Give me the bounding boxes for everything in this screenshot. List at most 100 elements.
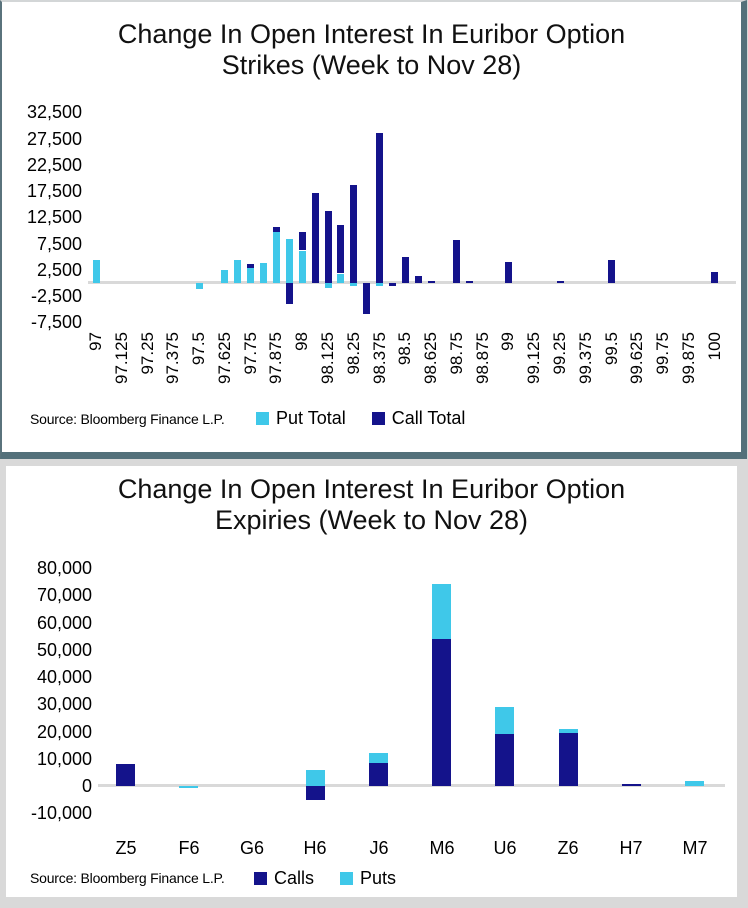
strikes-chart-title: Change In Open Interest In Euribor Optio… — [2, 19, 741, 81]
x-tick-label: 99.375 — [576, 332, 595, 384]
legend-item-put-total: Put Total — [256, 408, 346, 429]
x-tick-label: 97.125 — [112, 332, 131, 384]
expiries-chart-title: Change In Open Interest In Euribor Optio… — [6, 474, 737, 536]
strikes-source-text: Source: Bloomberg Finance L.P. — [30, 411, 225, 427]
x-tick-label: G6 — [239, 838, 264, 858]
bar-call-98.75 — [453, 239, 460, 283]
puts-swatch-icon — [340, 872, 354, 885]
y-tick-label: 2,500 — [36, 260, 82, 280]
bar-put-97.8125 — [260, 263, 267, 283]
bar-call-97.9375 — [286, 283, 293, 304]
y-tick-label: 60,000 — [36, 613, 92, 633]
x-tick-label: 99 — [498, 332, 517, 351]
bar-calls-H6 — [306, 786, 325, 800]
expiries-title-line2: Expiries (Week to Nov 28) — [214, 505, 529, 535]
y-tick-label: 17,500 — [26, 181, 82, 201]
y-tick-label: 70,000 — [36, 585, 92, 605]
y-tick-label: 10,000 — [36, 749, 92, 769]
x-tick-label: 97.875 — [266, 332, 285, 384]
bar-put-98.375 — [376, 283, 383, 286]
y-tick-label: 12,500 — [26, 207, 82, 227]
legend-item-calls: Calls — [254, 868, 314, 889]
bar-put-97.5 — [196, 283, 203, 289]
x-tick-label: 98 — [292, 332, 311, 351]
bar-put-97.75 — [247, 267, 254, 283]
x-tick-label: 98.25 — [344, 332, 363, 375]
bar-puts-M6 — [432, 584, 451, 639]
strikes-title-line1: Change In Open Interest In Euribor Optio… — [117, 19, 626, 49]
y-tick-label: -2,500 — [30, 286, 82, 306]
put-total-swatch-icon — [256, 412, 269, 425]
bar-put-97.9375 — [286, 239, 293, 283]
bar-puts-H6 — [306, 769, 325, 786]
x-tick-label: 97.375 — [163, 332, 182, 384]
bar-call-98.8125 — [466, 281, 473, 283]
x-tick-label: J6 — [369, 838, 389, 858]
bar-puts-F6 — [179, 786, 198, 789]
x-tick-label: 99.625 — [627, 332, 646, 384]
bar-put-97 — [93, 259, 100, 283]
calls-swatch-icon — [254, 872, 267, 885]
bar-puts-M7 — [685, 780, 704, 786]
bar-call-99.5 — [608, 260, 615, 283]
bar-call-100 — [711, 272, 718, 283]
x-axis-zero-line — [98, 784, 725, 787]
x-tick-label: 99.25 — [550, 332, 569, 375]
x-tick-label: 98.125 — [318, 332, 337, 384]
strikes-title-line2: Strikes (Week to Nov 28) — [221, 50, 522, 80]
bar-put-98.125 — [325, 283, 332, 289]
legend-item-puts: Puts — [340, 868, 396, 889]
bar-call-98.125 — [325, 210, 332, 283]
bar-put-97.6875 — [234, 259, 241, 283]
bar-put-98 — [299, 250, 306, 283]
bar-call-98.375 — [376, 132, 383, 283]
y-tick-label: 50,000 — [36, 640, 92, 660]
y-tick-label: 40,000 — [36, 667, 92, 687]
x-tick-label: 100 — [705, 332, 724, 361]
x-tick-label: Z6 — [557, 838, 579, 858]
y-tick-label: 30,000 — [36, 694, 92, 714]
bar-put-98.1875 — [337, 273, 344, 283]
strikes-chart-panel: Change In Open Interest In Euribor Optio… — [0, 0, 747, 459]
bar-puts-Z6 — [559, 728, 578, 733]
y-tick-label: 0 — [81, 776, 92, 796]
put-total-label: Put Total — [276, 408, 346, 428]
x-tick-label: 97 — [86, 332, 105, 351]
x-tick-label: 97.5 — [189, 332, 208, 366]
bar-calls-Z6 — [559, 732, 578, 786]
y-tick-label: 32,500 — [26, 102, 82, 122]
x-tick-label: M7 — [682, 838, 708, 858]
x-tick-label: 97.625 — [215, 332, 234, 384]
x-tick-label: H7 — [619, 838, 643, 858]
x-tick-label: 98.625 — [421, 332, 440, 384]
y-tick-label: 27,500 — [26, 129, 82, 149]
x-tick-label: 99.125 — [524, 332, 543, 384]
bar-call-98.3125 — [363, 283, 370, 314]
bar-put-97.625 — [221, 269, 228, 283]
bar-calls-H7 — [622, 784, 641, 786]
expiries-legend: Calls Puts — [254, 868, 396, 889]
bar-calls-J6 — [369, 762, 388, 786]
bar-call-99.25 — [557, 281, 564, 283]
bar-call-98.5625 — [415, 276, 422, 283]
x-tick-label: 99.75 — [653, 332, 672, 375]
bar-call-98.625 — [428, 281, 435, 283]
expiries-title-line1: Change In Open Interest In Euribor Optio… — [117, 474, 626, 504]
x-axis-zero-line — [88, 281, 736, 284]
bar-puts-J6 — [369, 753, 388, 763]
y-tick-label: 80,000 — [36, 558, 92, 578]
legend-item-call-total: Call Total — [371, 408, 465, 429]
bar-calls-M6 — [432, 638, 451, 786]
bar-put-98.25 — [350, 283, 357, 287]
bar-call-98.25 — [350, 184, 357, 283]
bar-put-97.875 — [273, 231, 280, 283]
x-tick-label: M6 — [429, 838, 455, 858]
bar-calls-U6 — [495, 734, 514, 786]
bar-call-98.1875 — [337, 224, 344, 274]
strikes-plot-area: 32,500 27,500 22,500 17,500 12,500 7,500 2,500… — [2, 2, 741, 452]
bar-calls-Z5 — [116, 764, 135, 786]
y-tick-label: 20,000 — [36, 722, 92, 742]
bar-call-98.0625 — [312, 192, 319, 283]
x-tick-label: 99.875 — [679, 332, 698, 384]
